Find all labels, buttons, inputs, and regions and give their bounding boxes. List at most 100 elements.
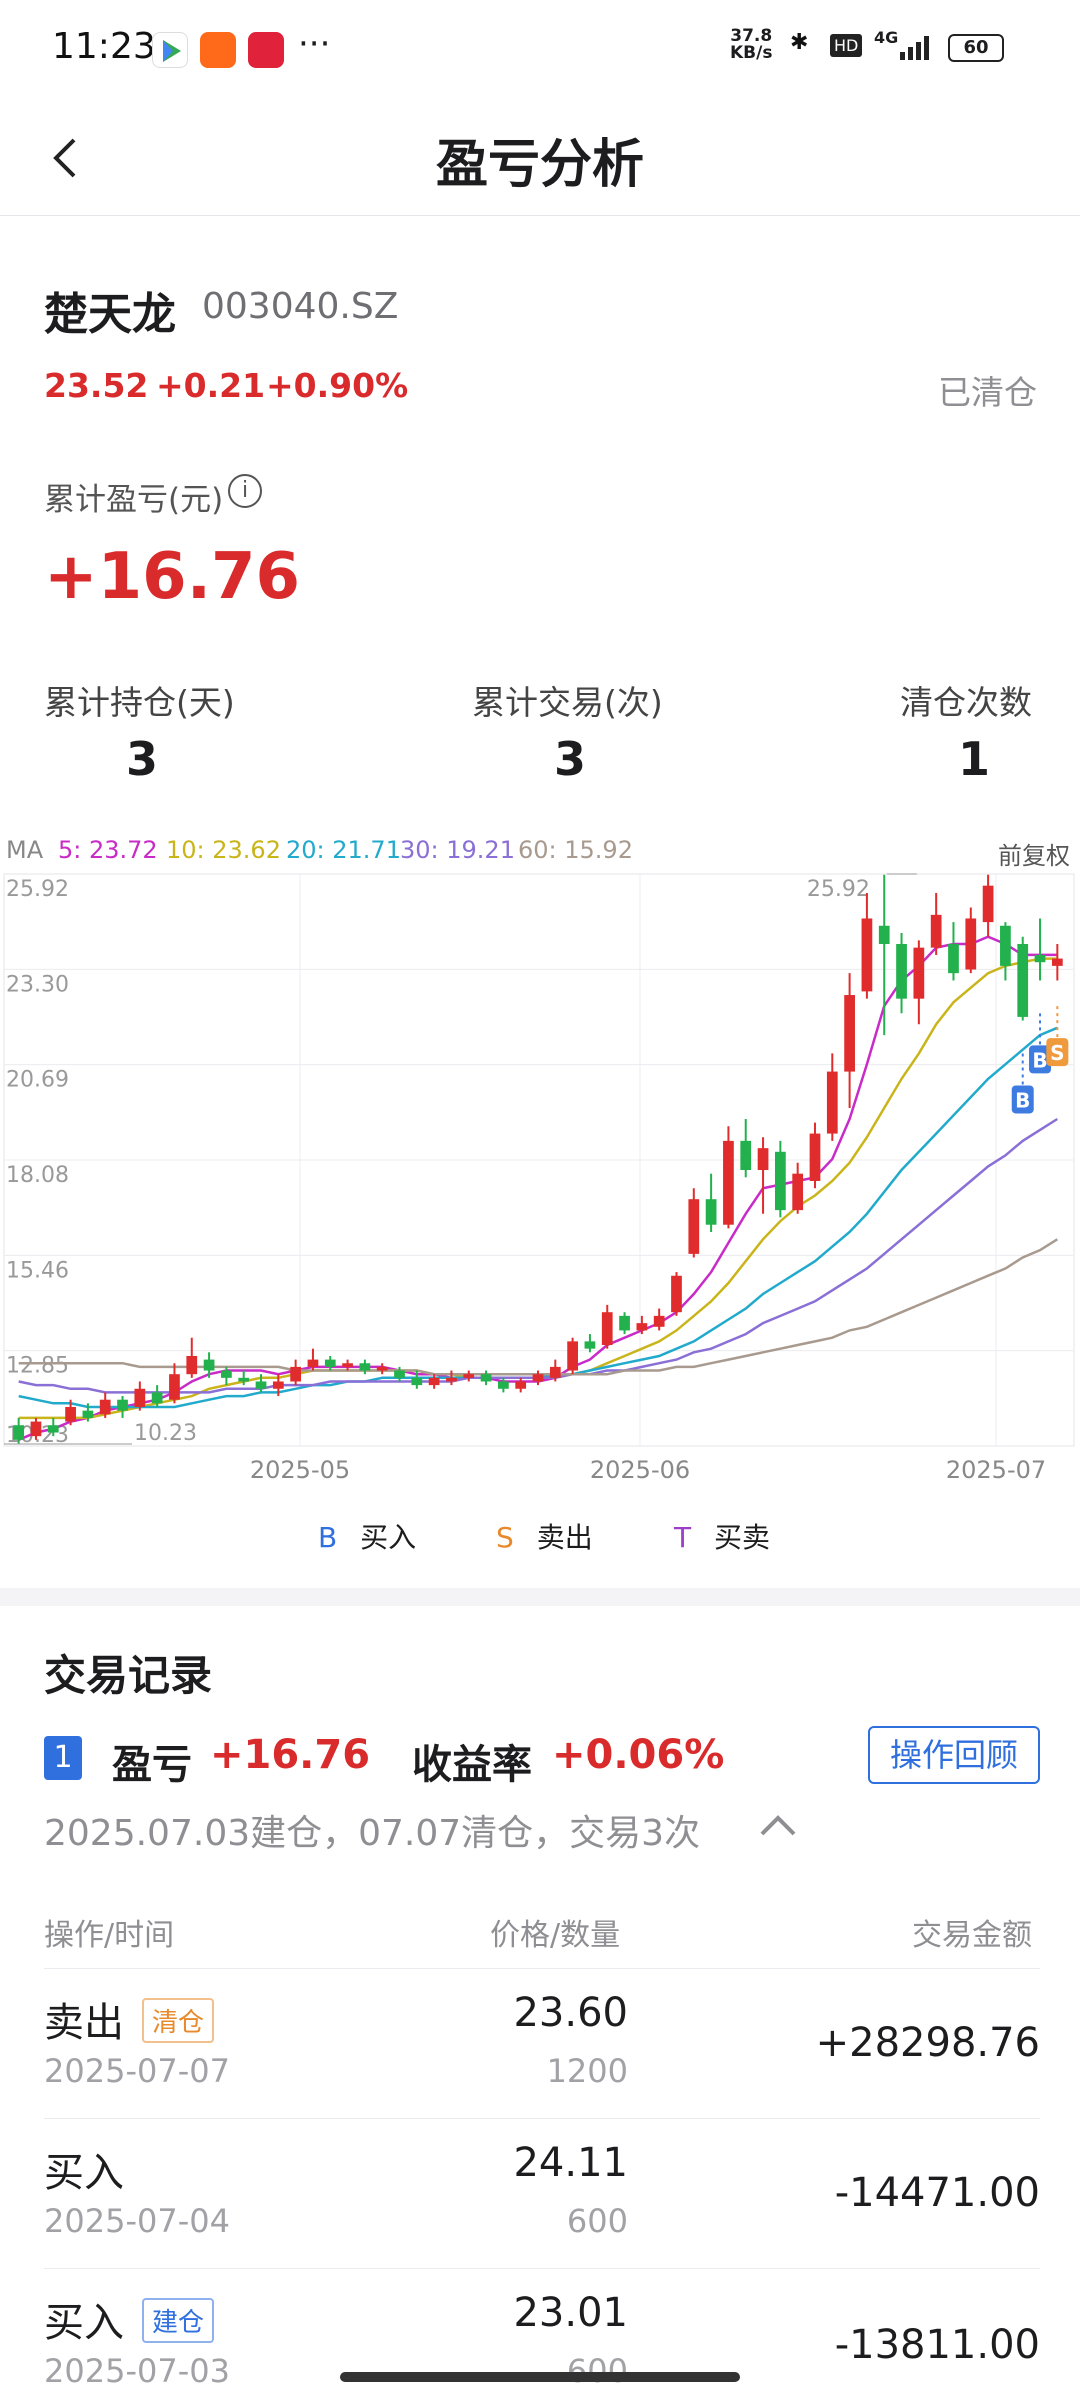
trade-quantity: 1200 <box>546 2052 628 2090</box>
candle-body <box>47 1425 59 1433</box>
y-tick-label: 23.30 <box>6 972 69 997</box>
stat-value-hold-days: 3 <box>126 732 159 786</box>
legend-sell: S 卖出 <box>496 1516 593 1556</box>
home-indicator[interactable] <box>340 2372 740 2382</box>
candle-body <box>359 1363 371 1371</box>
stock-change: +0.21 <box>156 366 266 405</box>
candle-body <box>134 1388 146 1407</box>
trade-date: 2025-07-04 <box>44 2202 230 2240</box>
x-tick-label: 2025-05 <box>250 1456 350 1484</box>
candle-body <box>584 1341 596 1349</box>
x-tick-label: 2025-07 <box>946 1456 1046 1484</box>
candle-body <box>982 885 994 923</box>
stat-label-trade-count: 累计交易(次) <box>472 683 663 722</box>
ma30-value: 30: 19.21 <box>400 836 515 864</box>
candle-body <box>636 1323 648 1331</box>
candle-body <box>809 1133 821 1181</box>
legend-sell-key: S <box>496 1521 514 1554</box>
legend-trade-label: 买卖 <box>714 1521 771 1554</box>
chevron-up-icon[interactable] <box>758 1810 798 1840</box>
operation-review-button[interactable]: 操作回顾 <box>868 1726 1040 1784</box>
candle-body <box>723 1140 734 1225</box>
more-notifications-icon: ··· <box>298 24 331 64</box>
trade-price: 23.60 <box>513 1990 628 2036</box>
ma-prefix: MA <box>6 836 44 864</box>
trade-op: 买入 <box>44 2150 124 2196</box>
candle-body <box>290 1366 302 1382</box>
trade-op: 卖出 <box>44 2000 124 2046</box>
trade-row[interactable]: 买入 2025-07-04 24.11 600 -14471.00 <box>0 2120 1080 2268</box>
stat-label-clear-count: 清仓次数 <box>900 683 1032 722</box>
candle-body <box>653 1315 665 1327</box>
back-button[interactable] <box>36 128 96 188</box>
stock-name: 楚天龙 <box>44 289 176 340</box>
network-type: 4G <box>874 28 899 47</box>
candle-body <box>342 1363 353 1367</box>
candle-body <box>1034 954 1046 963</box>
red-app-icon <box>248 32 284 68</box>
candle-body <box>498 1381 509 1389</box>
status-time: 11:23 <box>52 26 156 67</box>
trade-row[interactable]: 卖出 清仓 2025-07-07 23.60 1200 +28298.76 <box>0 1970 1080 2118</box>
position-status: 已清仓 <box>938 373 1037 412</box>
candle-body <box>567 1341 578 1371</box>
candle-body <box>930 914 942 948</box>
col-header-operation: 操作/时间 <box>44 1918 175 1953</box>
candle-body <box>792 1173 804 1211</box>
y-tick-label: 18.08 <box>6 1163 69 1188</box>
trade-round-description: 2025.07.03建仓，07.07清仓，交易3次 <box>44 1813 701 1854</box>
row-divider <box>44 1968 1040 1969</box>
taobao-app-icon <box>200 32 236 68</box>
trade-amount: -14471.00 <box>834 2170 1040 2216</box>
candle-body <box>826 1071 838 1134</box>
trade-date: 2025-07-03 <box>44 2352 230 2390</box>
candle-body <box>324 1359 336 1367</box>
low-price-label: 10.23 <box>134 1421 197 1446</box>
net-speed: 37.8 KB/s <box>730 26 773 63</box>
buy-marker-label: B <box>1015 1088 1030 1112</box>
x-tick-label: 2025-06 <box>590 1456 690 1484</box>
page-title: 盈亏分析 <box>435 135 644 195</box>
candle-body <box>532 1374 544 1382</box>
candle-body <box>255 1381 267 1389</box>
legend-sell-label: 卖出 <box>536 1521 593 1554</box>
status-bar: 11:23 ··· 37.8 KB/s ✱ HD 4G 60 <box>0 0 1080 100</box>
info-icon[interactable]: i <box>228 474 262 508</box>
candle-body <box>411 1377 423 1386</box>
candle-body <box>272 1381 284 1389</box>
candle-body <box>913 947 925 999</box>
return-rate-label: 收益率 <box>412 1742 532 1788</box>
trade-quantity: 600 <box>566 2202 628 2240</box>
y-tick-label: 20.69 <box>6 1068 69 1093</box>
legend-trade-key: T <box>674 1521 692 1554</box>
candle-body <box>619 1315 630 1331</box>
legend-trade: T 买卖 <box>674 1516 770 1556</box>
play-store-icon <box>152 32 188 68</box>
ma-line <box>18 1026 1058 1409</box>
sell-marker <box>1046 1038 1069 1067</box>
ma-line <box>18 957 1058 1420</box>
ma10-value: 10: 23.62 <box>166 836 281 864</box>
stock-code: 003040.SZ <box>202 286 399 327</box>
stat-label-hold-days: 累计持仓(天) <box>44 683 235 722</box>
candle-body <box>376 1366 388 1371</box>
adjust-mode-toggle[interactable]: 前复权 <box>998 842 1070 870</box>
candle-body <box>1051 958 1063 966</box>
candle-body <box>878 925 890 944</box>
battery-icon: 60 <box>948 34 1004 62</box>
candle-body <box>13 1425 25 1440</box>
cumulative-pl-value: +16.76 <box>44 540 301 614</box>
candle-body <box>1000 925 1011 966</box>
chevron-left-icon <box>53 138 76 178</box>
candle-body <box>480 1374 492 1382</box>
trade-op: 买入 <box>44 2300 124 2346</box>
round-pl-value: +16.76 <box>210 1732 371 1778</box>
candle-body <box>774 1151 786 1211</box>
stat-value-trade-count: 3 <box>554 732 587 786</box>
trade-round-index: 1 <box>44 1736 82 1780</box>
candle-body <box>705 1199 717 1225</box>
candle-body <box>948 943 959 974</box>
kline-chart[interactable]: 25.92 23.30 20.69 18.08 15.46 12.85 10.23 2025-… <box>0 866 1080 1486</box>
buy-marker <box>1011 1085 1034 1114</box>
trade-row[interactable]: 买入 建仓 2025-07-03 23.01 600 -13811.00 <box>0 2270 1080 2400</box>
